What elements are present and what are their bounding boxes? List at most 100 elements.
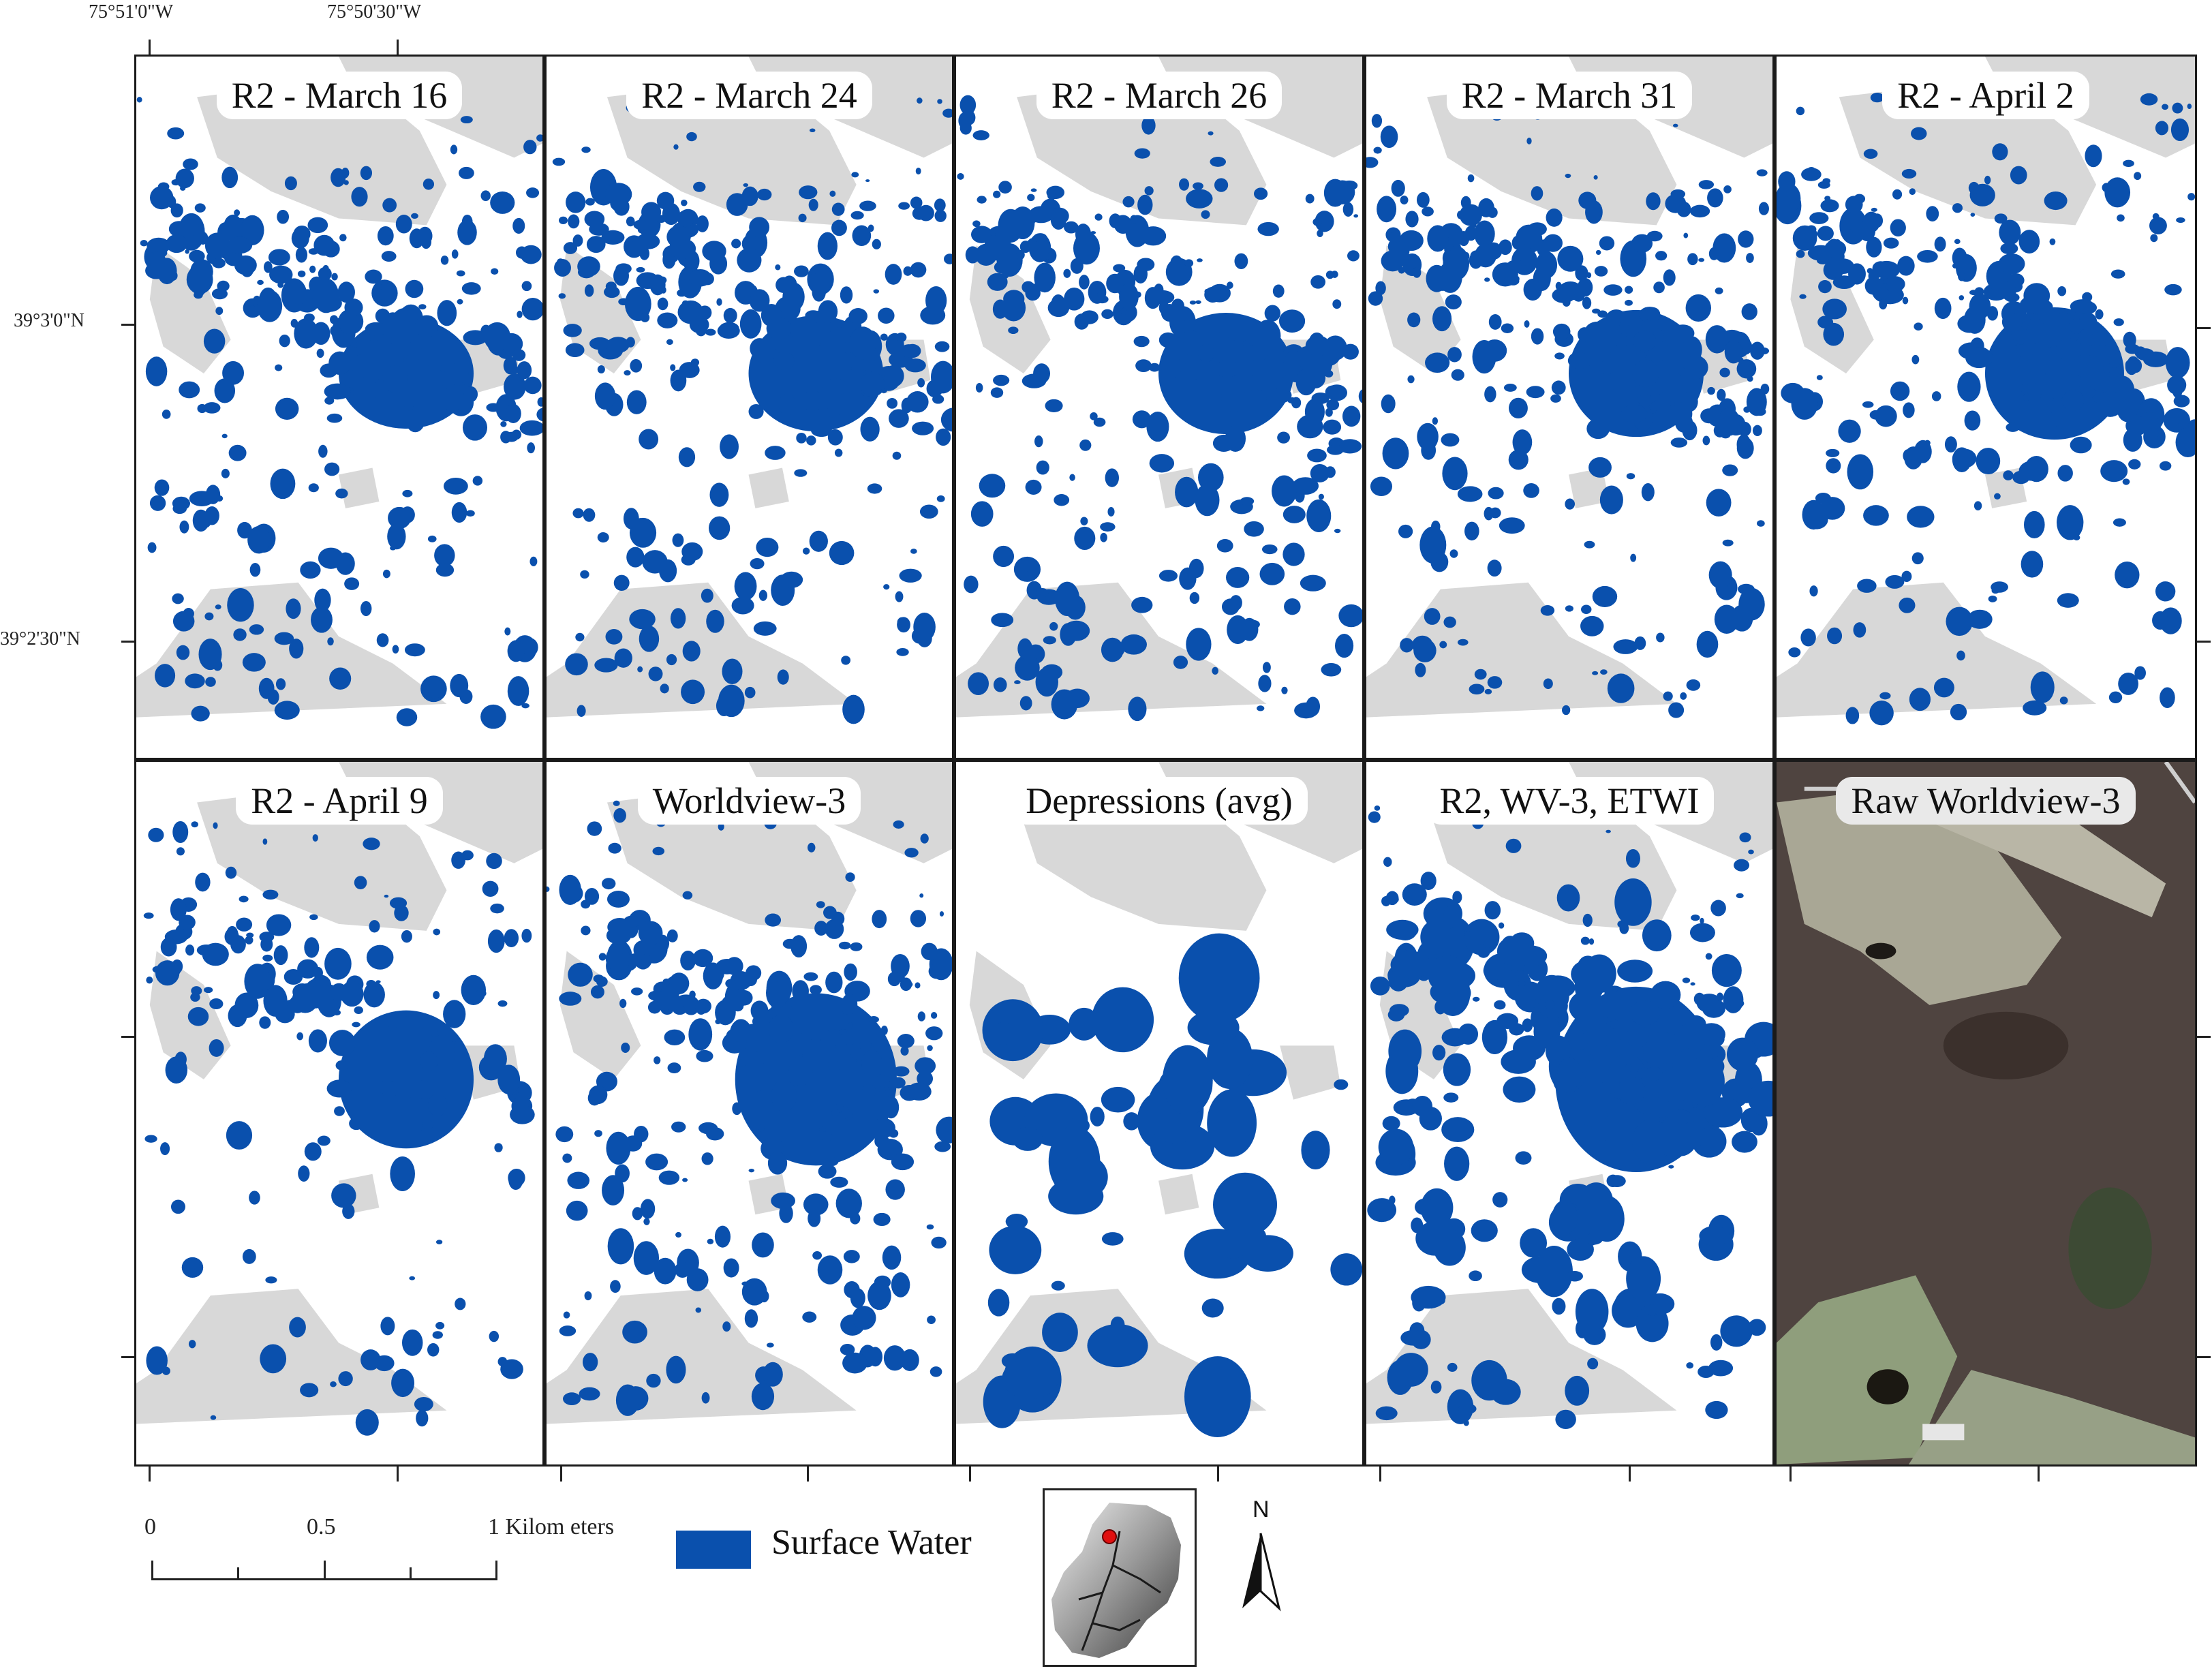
surface-water-patch [222, 360, 245, 385]
surface-water-patch [925, 286, 947, 315]
surface-water-patch [2095, 309, 2104, 320]
satellite-image [1777, 762, 2195, 1464]
surface-water-patch [354, 876, 367, 889]
surface-water-patch [2140, 412, 2158, 429]
surface-water-patch [1738, 587, 1765, 621]
surface-water-patch [1509, 1023, 1524, 1036]
surface-water-patch [1443, 616, 1456, 628]
upland-area [1804, 57, 2195, 158]
surface-water-patch [1100, 532, 1107, 542]
surface-water-patch [1736, 359, 1757, 379]
upland-area [1366, 1289, 1677, 1424]
surface-water-patch [917, 97, 923, 104]
surface-water-patch [463, 386, 478, 403]
surface-water-patch [437, 1058, 453, 1075]
surface-water-patch [810, 985, 822, 995]
surface-water-patch [1330, 1253, 1362, 1286]
surface-water-patch [1474, 669, 1487, 680]
surface-water-patch [992, 1022, 1015, 1045]
surface-water-patch [1442, 249, 1455, 266]
surface-water-patch [2142, 351, 2168, 367]
surface-water-patch [491, 268, 499, 275]
surface-water-patch [1655, 251, 1668, 261]
surface-water-patch [1690, 982, 1695, 986]
surface-water-patch [1554, 352, 1565, 360]
surface-water-patch [242, 1248, 256, 1264]
surface-water-patch [1472, 340, 1496, 374]
surface-water-patch [842, 341, 855, 354]
surface-water-patch [190, 992, 200, 1002]
surface-water-patch [677, 289, 687, 297]
surface-water-patch [605, 629, 623, 645]
surface-water-patch [1862, 401, 1874, 408]
surface-water-patch [1523, 483, 1539, 498]
surface-water-patch [1342, 405, 1361, 427]
surface-water-patch [1325, 271, 1334, 279]
surface-water-patch [311, 607, 333, 633]
surface-water-patch [185, 249, 189, 254]
surface-water-patch [626, 390, 647, 414]
surface-water-patch [1884, 276, 1905, 292]
panel-title: Depressions (avg) [1011, 777, 1308, 825]
surface-water-patch [1540, 604, 1555, 616]
surface-water-patch [1581, 604, 1592, 614]
surface-water-patch [2134, 172, 2142, 181]
upland-area [136, 1289, 447, 1424]
surface-water-patch [1484, 940, 1492, 949]
surface-water-patch [1606, 829, 1611, 833]
surface-water-patch [1244, 521, 1264, 537]
surface-water-patch [559, 874, 581, 905]
surface-water-patch [936, 495, 945, 502]
surface-water-patch [1178, 933, 1260, 1023]
surface-water-patch [1424, 957, 1441, 970]
surface-water-patch [1746, 388, 1767, 416]
surface-water-patch [580, 570, 589, 579]
surface-water-patch [720, 434, 739, 459]
surface-water-patch [1663, 269, 1676, 286]
surface-water-patch [1743, 406, 1751, 413]
surface-water-patch [1207, 1089, 1257, 1157]
surface-water-patch [172, 820, 189, 844]
surface-water-patch [1577, 277, 1593, 297]
surface-water-patch [1213, 315, 1238, 334]
surface-water-patch [926, 1224, 934, 1230]
surface-water-patch [675, 1261, 691, 1278]
surface-water-patch [851, 172, 859, 178]
surface-water-patch [1824, 196, 1831, 201]
surface-water-patch [1432, 306, 1452, 332]
surface-water-patch [2085, 144, 2102, 168]
surface-water-patch [440, 365, 447, 373]
surface-water-patch [500, 420, 507, 427]
surface-water-patch [2012, 362, 2025, 378]
surface-water-patch [882, 1096, 900, 1119]
surface-water-patch [536, 408, 542, 422]
surface-water-patch [2059, 696, 2068, 705]
surface-water-patch [298, 1165, 310, 1182]
surface-water-patch [1777, 183, 1801, 214]
classified-water-map [136, 57, 542, 729]
surface-water-patch [2123, 428, 2142, 452]
surface-water-patch [1422, 206, 1434, 217]
surface-water-patch [1973, 501, 1982, 510]
surface-water-patch [1931, 391, 1941, 401]
surface-water-patch [1700, 917, 1704, 924]
surface-water-patch [1957, 371, 1981, 402]
surface-water-patch [1137, 275, 1143, 283]
surface-water-patch [872, 239, 881, 249]
surface-water-patch [1588, 457, 1612, 478]
surface-water-patch [1998, 254, 2025, 275]
top-tick [149, 40, 151, 55]
surface-water-patch [2173, 395, 2190, 408]
surface-water-patch [1149, 454, 1175, 473]
surface-water-patch [1027, 194, 1035, 202]
surface-water-patch [448, 362, 469, 384]
water-map-panel: Worldview-3 [544, 760, 954, 1467]
surface-water-patch [648, 990, 666, 1001]
surface-water-patch [423, 178, 435, 190]
surface-water-patch [748, 403, 764, 419]
surface-water-patch [461, 282, 481, 295]
surface-water-patch [1967, 609, 1993, 629]
surface-water-patch [910, 910, 927, 927]
surface-water-patch [331, 168, 346, 187]
surface-water-patch [649, 274, 666, 296]
